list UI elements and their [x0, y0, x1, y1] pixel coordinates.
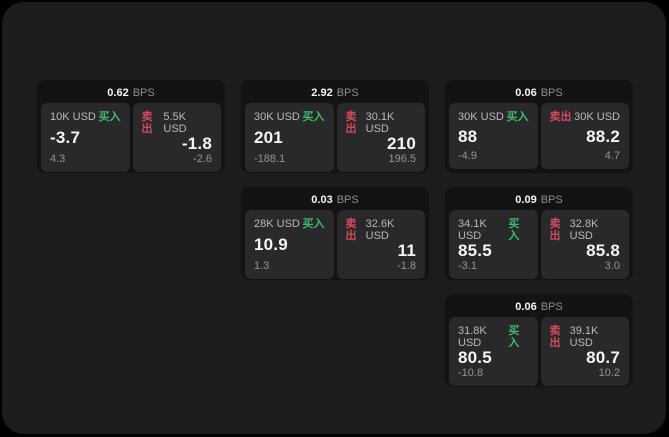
sell-size: 30.1K USD — [365, 111, 395, 135]
buy-delta: -4.9 — [458, 150, 477, 162]
buy-side-label: 买入 — [508, 218, 520, 242]
quote-card: 0.06 BPS 30K USD 买入 88 -4.9 卖出 30K USD — [445, 80, 633, 173]
sell-size: 32.8K USD — [569, 218, 599, 242]
sell-size: 39.1K USD — [569, 325, 599, 349]
sell-tile[interactable]: 卖出 5.5K USD -1.8 -2.6 — [132, 103, 221, 172]
sell-size: 5.5K USD — [163, 111, 187, 135]
buy-side-label: 买入 — [302, 218, 325, 230]
sell-tile[interactable]: 卖出 32.8K USD 85.8 3.0 — [540, 210, 629, 279]
sell-price: 88.2 — [586, 126, 620, 146]
card-header: 0.09 BPS — [449, 191, 629, 210]
bps-unit-label: BPS — [540, 194, 563, 206]
sell-tile[interactable]: 卖出 30.1K USD 210 196.5 — [336, 103, 425, 172]
buy-price: 80.5 — [458, 348, 492, 367]
quote-card: 0.06 BPS 31.8K USD 买入 80.5 -10.8 卖出 39.1… — [445, 294, 633, 387]
card-header: 0.06 BPS — [449, 298, 629, 317]
buy-delta: 4.3 — [50, 153, 66, 165]
tiles-row: 28K USD 买入 10.9 1.3 卖出 32.6K USD 11 -1.8 — [245, 210, 425, 279]
card-header: 2.92 BPS — [245, 84, 425, 103]
sell-tile[interactable]: 卖出 30K USD 88.2 4.7 — [540, 103, 629, 169]
card-header: 0.62 BPS — [41, 84, 221, 103]
bps-unit-label: BPS — [336, 194, 359, 206]
buy-side-label: 买入 — [508, 325, 520, 349]
sell-delta: 3.0 — [604, 260, 620, 272]
bps-value: 2.92 — [311, 87, 333, 99]
buy-price: 201 — [254, 128, 283, 147]
buy-size: 10K USD — [50, 111, 96, 123]
sell-price: 11 — [397, 241, 416, 260]
quote-card: 2.92 BPS 30K USD 买入 201 -188.1 卖出 30.1K … — [241, 80, 429, 173]
buy-size: 28K USD — [254, 218, 300, 230]
buy-tile[interactable]: 31.8K USD 买入 80.5 -10.8 — [449, 317, 538, 386]
sell-side-label: 卖出 — [141, 111, 153, 135]
sell-price: -1.8 — [181, 134, 212, 153]
sell-price: 80.7 — [586, 348, 620, 367]
buy-price: -3.7 — [50, 128, 81, 147]
sell-side-label: 卖出 — [549, 111, 572, 123]
sell-side-label: 卖出 — [345, 218, 357, 242]
buy-delta: 1.3 — [254, 260, 270, 272]
buy-side-label: 买入 — [98, 111, 121, 123]
buy-size: 34.1K USD — [458, 218, 487, 242]
bps-value: 0.03 — [311, 194, 333, 206]
buy-side-label: 买入 — [506, 111, 529, 123]
tiles-row: 10K USD 买入 -3.7 4.3 卖出 5.5K USD -1.8 -2.… — [41, 103, 221, 172]
sell-delta: 4.7 — [604, 150, 620, 162]
buy-tile[interactable]: 34.1K USD 买入 85.5 -3.1 — [449, 210, 538, 279]
buy-size: 30K USD — [254, 111, 300, 123]
sell-delta: 196.5 — [388, 153, 416, 165]
quote-card: 0.03 BPS 28K USD 买入 10.9 1.3 卖出 32.6K US… — [241, 187, 429, 280]
sell-delta: 10.2 — [598, 367, 620, 379]
buy-delta: -188.1 — [254, 153, 286, 165]
quote-card: 0.09 BPS 34.1K USD 买入 85.5 -3.1 卖出 32.8K… — [445, 187, 633, 280]
bps-unit-label: BPS — [540, 87, 563, 99]
buy-tile[interactable]: 30K USD 买入 88 -4.9 — [449, 103, 538, 169]
bps-value: 0.06 — [515, 301, 537, 313]
quote-card-grid: 0.62 BPS 10K USD 买入 -3.7 4.3 卖出 5.5K USD — [37, 80, 633, 387]
bps-unit-label: BPS — [540, 301, 563, 313]
buy-price: 85.5 — [458, 241, 492, 260]
sell-side-label: 卖出 — [549, 325, 561, 349]
sell-price: 210 — [387, 134, 416, 153]
buy-delta: -10.8 — [458, 367, 484, 379]
sell-size: 30K USD — [574, 111, 620, 123]
buy-tile[interactable]: 10K USD 买入 -3.7 4.3 — [41, 103, 130, 172]
sell-tile[interactable]: 卖出 32.6K USD 11 -1.8 — [336, 210, 425, 279]
buy-side-label: 买入 — [302, 111, 325, 123]
sell-side-label: 卖出 — [549, 218, 561, 242]
tiles-row: 31.8K USD 买入 80.5 -10.8 卖出 39.1K USD 80.… — [449, 317, 629, 386]
tiles-row: 30K USD 买入 201 -188.1 卖出 30.1K USD 210 1… — [245, 103, 425, 172]
buy-tile[interactable]: 28K USD 买入 10.9 1.3 — [245, 210, 334, 279]
bps-value: 0.62 — [107, 87, 129, 99]
tiles-row: 34.1K USD 买入 85.5 -3.1 卖出 32.8K USD 85.8… — [449, 210, 629, 279]
buy-price: 88 — [458, 126, 478, 146]
buy-size: 31.8K USD — [458, 325, 487, 349]
card-header: 0.03 BPS — [245, 191, 425, 210]
buy-price: 10.9 — [254, 235, 288, 254]
bps-unit-label: BPS — [336, 87, 359, 99]
buy-delta: -3.1 — [458, 260, 477, 272]
tiles-row: 30K USD 买入 88 -4.9 卖出 30K USD 88.2 4.7 — [449, 103, 629, 169]
bps-unit-label: BPS — [132, 87, 155, 99]
buy-size: 30K USD — [458, 111, 504, 123]
quote-card: 0.62 BPS 10K USD 买入 -3.7 4.3 卖出 5.5K USD — [37, 80, 225, 173]
sell-side-label: 卖出 — [345, 111, 357, 135]
sell-delta: -1.8 — [397, 260, 416, 272]
bps-value: 0.09 — [515, 194, 537, 206]
bps-value: 0.06 — [515, 87, 537, 99]
sell-size: 32.6K USD — [365, 218, 395, 242]
buy-tile[interactable]: 30K USD 买入 201 -188.1 — [245, 103, 334, 172]
sell-price: 85.8 — [586, 241, 620, 260]
card-header: 0.06 BPS — [449, 84, 629, 103]
sell-delta: -2.6 — [193, 153, 212, 165]
sell-tile[interactable]: 卖出 39.1K USD 80.7 10.2 — [540, 317, 629, 386]
